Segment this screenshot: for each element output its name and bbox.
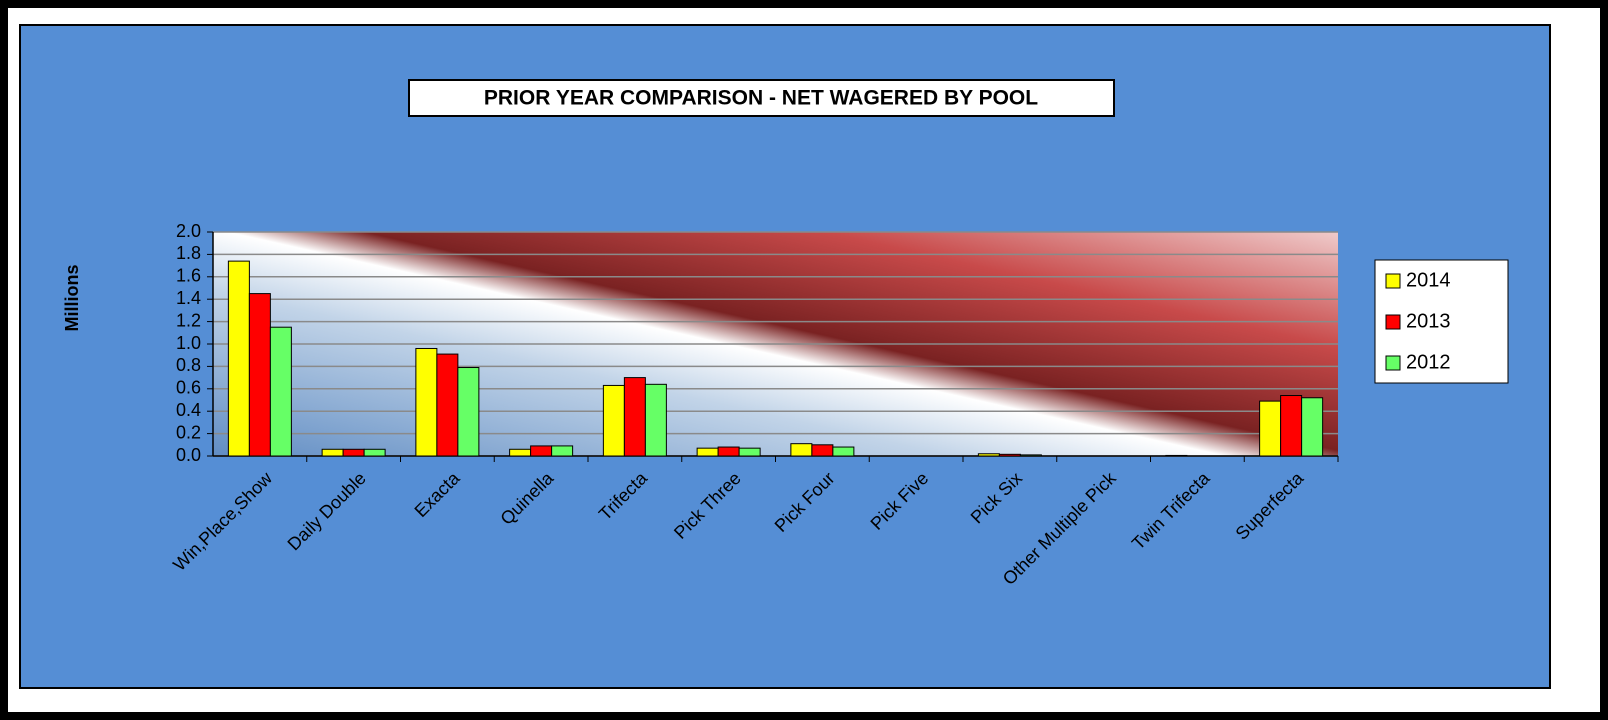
bar [738, 447, 761, 457]
y-tick-label: 1.0 [176, 333, 201, 353]
bar [717, 446, 740, 457]
bar [551, 445, 574, 457]
y-tick-label: 0.8 [176, 355, 201, 375]
bar [227, 260, 250, 457]
y-axis-label: Millions [62, 265, 82, 332]
bar [1259, 400, 1282, 457]
bar [530, 445, 553, 457]
y-tick-label: 2.0 [176, 221, 201, 241]
y-tick-label: 0.4 [176, 400, 201, 420]
legend-label: 2013 [1406, 310, 1451, 332]
y-tick-label: 1.6 [176, 266, 201, 286]
bar [696, 447, 719, 457]
legend-label: 2014 [1406, 269, 1451, 291]
legend-swatch [1385, 273, 1401, 289]
bar [998, 453, 1021, 457]
bar [363, 448, 386, 457]
bar [832, 446, 855, 457]
bar [623, 377, 646, 457]
y-tick-label: 0.2 [176, 422, 201, 442]
bar [977, 453, 1000, 457]
bar [644, 383, 667, 457]
chart-title: PRIOR YEAR COMPARISON - NET WAGERED BY P… [484, 87, 1038, 110]
y-tick-label: 0.0 [176, 445, 201, 465]
bar [248, 293, 271, 457]
y-tick-label: 1.2 [176, 310, 201, 330]
bar [457, 367, 480, 457]
title-box [408, 79, 1115, 117]
bar [436, 353, 459, 457]
y-tick-label: 0.6 [176, 378, 201, 398]
y-tick-label: 1.8 [176, 243, 201, 263]
legend-label: 2012 [1406, 351, 1451, 373]
y-tick-label: 1.4 [176, 288, 201, 308]
bar [790, 443, 813, 457]
bar [1280, 395, 1303, 457]
bar [1301, 397, 1324, 457]
legend-swatch [1385, 355, 1401, 371]
bar [415, 347, 438, 457]
bar [1165, 454, 1188, 457]
bar [321, 448, 344, 457]
bar [602, 384, 625, 457]
legend-swatch [1385, 314, 1401, 330]
bar [342, 448, 365, 457]
bar [1019, 454, 1042, 457]
bar [811, 444, 834, 457]
bar [509, 448, 532, 457]
bar [269, 326, 292, 457]
